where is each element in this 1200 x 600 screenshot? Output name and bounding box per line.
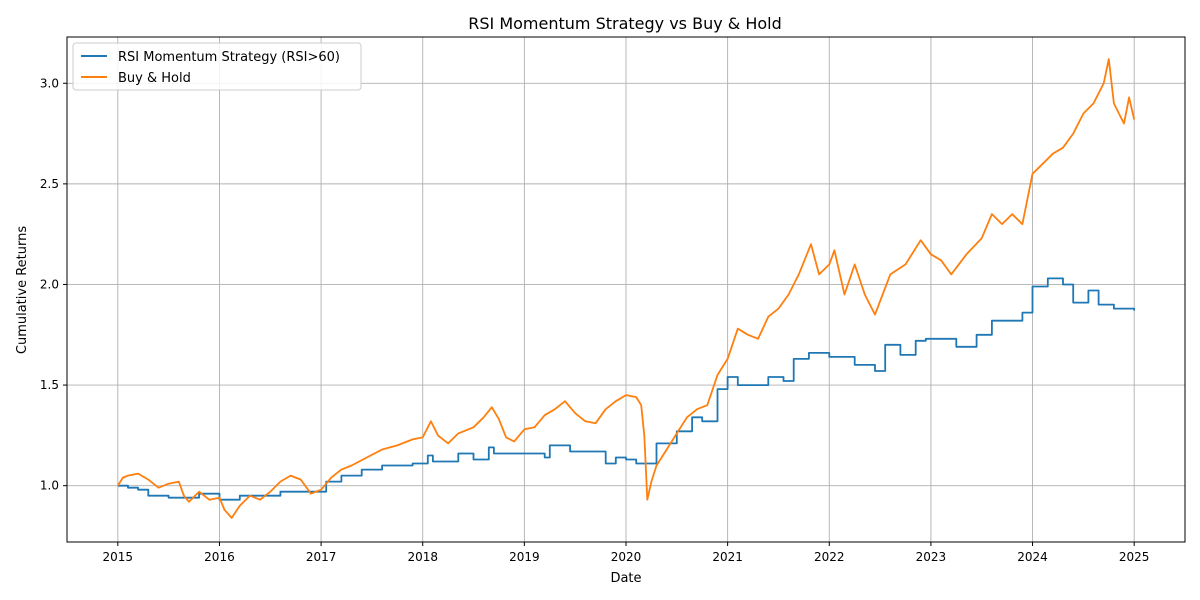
x-tick-label: 2016 [204, 550, 235, 564]
series-line-buy-hold [117, 58, 1136, 519]
x-tick-label: 2022 [814, 550, 845, 564]
x-tick-label: 2023 [916, 550, 947, 564]
legend-label-buy-hold: Buy & Hold [118, 71, 191, 86]
grid-lines [67, 37, 1185, 542]
x-tick-label: 2015 [103, 550, 134, 564]
x-tick-label: 2018 [407, 550, 438, 564]
x-axis-label: Date [610, 571, 641, 586]
series-line-strategy [117, 277, 1136, 501]
x-axis-ticks: 2015 2016 2017 2018 2019 2020 2021 2022 2023 2024… [103, 542, 1150, 564]
x-tick-label: 2019 [509, 550, 540, 564]
x-tick-label: 2021 [712, 550, 743, 564]
x-tick-label: 2025 [1119, 550, 1150, 564]
legend-label-strategy: RSI Momentum Strategy (RSI>60) [118, 50, 340, 65]
x-tick-label: 2020 [611, 550, 642, 564]
y-tick-label: 2.5 [40, 177, 59, 191]
x-tick-label: 2017 [306, 550, 337, 564]
y-tick-label: 2.0 [40, 277, 59, 291]
y-tick-label: 3.0 [40, 76, 59, 90]
y-axis-label: Cumulative Returns [15, 226, 30, 354]
series-lines [117, 58, 1136, 519]
legend-box [72, 42, 362, 91]
chart-title: RSI Momentum Strategy vs Buy & Hold [468, 14, 782, 33]
x-tick-label: 2024 [1017, 550, 1048, 564]
y-tick-label: 1.0 [40, 479, 59, 493]
y-tick-label: 1.5 [40, 378, 59, 392]
y-axis-ticks: 1.0 1.5 2.0 2.5 3.0 [40, 76, 67, 493]
legend: RSI Momentum Strategy (RSI>60) Buy & Hol… [72, 42, 362, 91]
